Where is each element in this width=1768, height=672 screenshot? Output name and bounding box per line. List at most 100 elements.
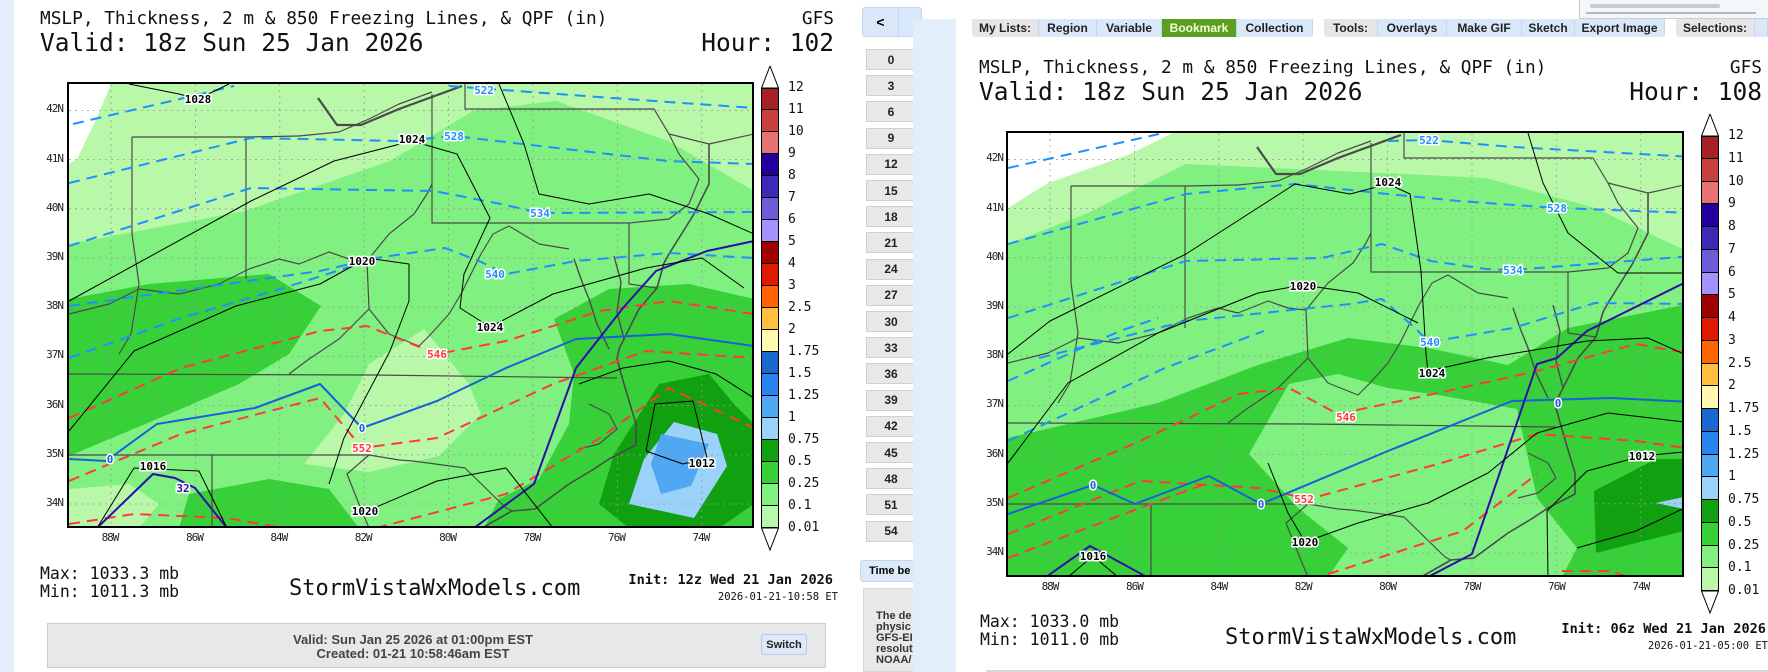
thickness-warm-contour <box>1008 343 1682 499</box>
thickness-warm-contour <box>1562 570 1626 575</box>
qpf-shading-1-0 <box>651 434 709 494</box>
prev-button[interactable]: < <box>863 8 899 36</box>
sketch-button[interactable]: Sketch <box>1522 19 1575 37</box>
hour-button-6[interactable]: 6 <box>866 101 916 123</box>
colorbar-label: 10 <box>1728 173 1744 189</box>
state-border <box>132 135 300 138</box>
overlays-button[interactable]: Overlays <box>1378 19 1447 37</box>
state-border <box>1305 232 1372 311</box>
left-edge-strip <box>0 0 14 672</box>
colorbar-label: 10 <box>788 124 804 139</box>
state-border <box>628 223 658 289</box>
isobar-contour <box>366 467 553 526</box>
bookmark-button[interactable]: Bookmark <box>1162 19 1237 37</box>
isobar-contour <box>578 360 752 398</box>
colorbar-label: 0.5 <box>788 454 812 469</box>
description-line: The de <box>876 610 912 622</box>
export-image-button[interactable]: Export Image <box>1575 19 1665 37</box>
latitude-label: 42N <box>46 102 64 116</box>
longitude-label: 88W <box>1041 580 1060 593</box>
left-forecast-hour: Hour: 102 <box>701 28 834 57</box>
colorbar-swatch <box>761 286 779 308</box>
colorbar-label: 1.75 <box>1728 401 1760 416</box>
state-border <box>69 251 368 315</box>
variable-button[interactable]: Variable <box>1097 19 1162 37</box>
colorbar-label: 1.25 <box>1728 446 1760 462</box>
hour-button-45[interactable]: 45 <box>866 442 916 463</box>
colorbar-swatch <box>1701 272 1719 296</box>
colorbar-swatch <box>761 220 779 242</box>
valid-info-bar: Valid: Sun Jan 25 2026 at 01:00pm EST Cr… <box>47 623 826 668</box>
hour-button-36[interactable]: 36 <box>866 363 916 385</box>
colorbar-label: 7 <box>788 190 796 205</box>
colorbar-label: 6 <box>1728 264 1736 280</box>
thickness-cold-contour <box>69 263 360 359</box>
colorbar-swatch <box>761 110 779 132</box>
colorbar-label: 2.5 <box>788 300 812 315</box>
contour-label: 552 <box>352 442 372 455</box>
right-generated-timestamp: 2026-01-21-05:00 ET <box>1647 640 1768 652</box>
colorbar-underflow-triangle <box>761 527 779 552</box>
colorbar-swatch <box>1701 158 1719 182</box>
info-valid-text: Valid: Sun Jan 25 2026 at 01:00pm EST <box>293 632 533 647</box>
collection-button[interactable]: Collection <box>1237 19 1313 37</box>
contour-label: 1024 <box>399 133 426 146</box>
hour-button-27[interactable]: 27 <box>866 284 916 306</box>
hour-button-54[interactable]: 54 <box>866 520 916 542</box>
left-generated-timestamp: 2026-01-21-10:58 ET <box>717 591 838 603</box>
thickness-warm-contour <box>379 387 752 526</box>
hour-button-24[interactable]: 24 <box>866 258 916 280</box>
selections-button[interactable] <box>1755 19 1768 37</box>
freezing-850-contour <box>1047 545 1146 575</box>
longitude-label: 82W <box>354 531 373 544</box>
left-map-title: MSLP, Thickness, 2 m & 850 Freezing Line… <box>40 8 608 29</box>
colorbar-swatch <box>761 506 779 528</box>
colorbar-label: 1.75 <box>788 344 820 359</box>
hour-button-21[interactable]: 21 <box>866 232 916 254</box>
hour-button-9[interactable]: 9 <box>866 127 916 149</box>
state-border <box>1071 184 1239 187</box>
right-model-name: GFS <box>1729 57 1762 78</box>
make-gif-button[interactable]: Make GIF <box>1447 19 1522 37</box>
map-canvas: 1028 1024 522 528 534 1020 540 1024 546 0 552 0 1016… <box>69 84 752 526</box>
latitude-label: 34N <box>986 545 1004 558</box>
state-border <box>346 454 370 526</box>
right-min-pressure: Min: 1011.0 mb <box>980 630 1120 649</box>
hour-button-0[interactable]: 0 <box>866 49 916 70</box>
colorbar-overflow-triangle <box>1701 114 1719 137</box>
latitude-label: 42N <box>986 151 1004 165</box>
hour-button-39[interactable]: 39 <box>866 389 916 411</box>
longitude-label: 74W <box>1632 580 1650 593</box>
chesapeake-shore <box>573 258 610 350</box>
hour-button-18[interactable]: 18 <box>866 206 916 228</box>
contour-label: 1024 <box>477 321 504 334</box>
state-border <box>1285 503 1309 575</box>
contour-label: 0 <box>1258 498 1265 511</box>
state-border <box>366 183 433 262</box>
hour-button-30[interactable]: 30 <box>866 311 916 332</box>
hour-button-42[interactable]: 42 <box>866 415 916 437</box>
switch-button[interactable]: Switch <box>761 634 807 655</box>
latitude-label: 39N <box>46 250 64 263</box>
state-border <box>1008 422 1557 428</box>
colorbar-label: 4 <box>1728 310 1736 325</box>
colorbar-swatch <box>1701 181 1719 205</box>
tools-label: Tools: <box>1324 19 1378 37</box>
longitude-label: 88W <box>101 531 120 544</box>
isobar-contour <box>128 84 230 100</box>
hour-button-48[interactable]: 48 <box>866 468 916 490</box>
thickness-cold-contour <box>1038 298 1682 359</box>
region-button[interactable]: Region <box>1039 19 1097 37</box>
selections-label: Selections: <box>1676 19 1755 37</box>
hour-button-33[interactable]: 33 <box>866 337 916 359</box>
hour-button-3[interactable]: 3 <box>866 75 916 97</box>
colorbar-swatch <box>1701 522 1719 546</box>
hour-button-15[interactable]: 15 <box>866 180 916 201</box>
colorbar-swatch <box>761 396 779 418</box>
hour-button-51[interactable]: 51 <box>866 494 916 516</box>
browser-thumbnail <box>1579 0 1768 19</box>
hour-button-12[interactable]: 12 <box>866 153 916 175</box>
time-between-button[interactable]: Time be <box>860 560 920 582</box>
colorbar-swatch <box>761 198 779 220</box>
chesapeake-shore <box>613 255 625 340</box>
